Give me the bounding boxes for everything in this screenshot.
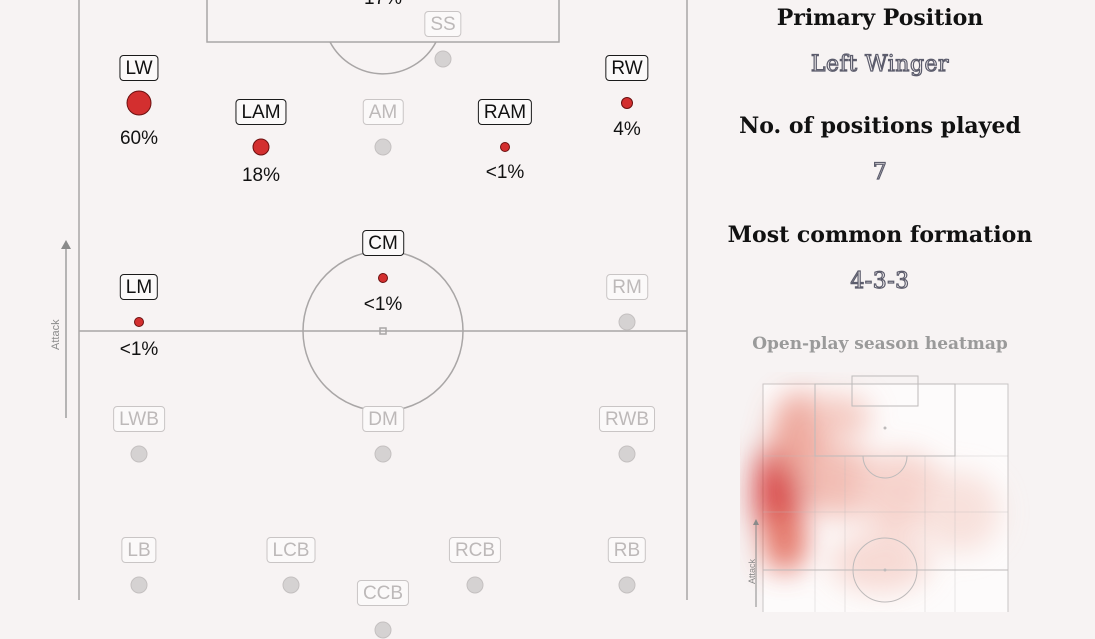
position-dot-rw <box>621 97 633 109</box>
position-label-rb: RB <box>607 537 647 563</box>
position-dot-lwb <box>130 445 148 463</box>
position-label-ss: SS <box>424 11 462 37</box>
position-pct-lw: 60% <box>119 128 159 149</box>
top-cut-pct: 17% <box>364 0 402 10</box>
position-label-lwb: LWB <box>113 406 165 432</box>
position-dot-lam <box>252 138 270 156</box>
position-pct-lm: <1% <box>119 339 159 360</box>
position-dot-rb <box>618 576 636 594</box>
position-label-rm: RM <box>606 274 648 300</box>
position-label-ram: RAM <box>477 99 533 125</box>
penalty-arc <box>329 41 437 75</box>
position-pitch <box>61 0 688 600</box>
position-label-lb: LB <box>121 537 157 563</box>
position-label-dm: DM <box>362 406 404 432</box>
position-label-am: AM <box>362 99 404 125</box>
position-label-lm: LM <box>119 274 159 300</box>
position-dot-ss <box>434 50 452 68</box>
position-dot-lb <box>130 576 148 594</box>
formation-value: 4-3-3 <box>850 268 910 294</box>
position-label-lcb: LCB <box>266 537 316 563</box>
position-pct-rw: 4% <box>613 119 641 140</box>
position-dot-lcb <box>282 576 300 594</box>
position-dot-rm <box>618 313 636 331</box>
formation-title: Most common formation <box>727 222 1033 248</box>
heatmap-title: Open-play season heatmap <box>752 334 1008 354</box>
position-label-lam: LAM <box>235 99 287 125</box>
position-label-cm: CM <box>362 230 404 256</box>
position-dot-cm <box>378 273 388 283</box>
position-pct-lam: 18% <box>241 165 281 186</box>
position-label-rwb: RWB <box>599 406 655 432</box>
primary-position-value: Left Winger <box>810 51 950 77</box>
positions-played-value: 7 <box>872 159 888 185</box>
position-pct-cm: <1% <box>363 294 403 315</box>
position-dot-rcb <box>466 576 484 594</box>
position-dot-ram <box>500 142 510 152</box>
position-label-lw: LW <box>119 55 159 81</box>
position-dot-lw <box>126 90 152 116</box>
attack-label: Attack <box>50 319 62 350</box>
positions-played-title: No. of positions played <box>739 113 1021 139</box>
heat-blobs <box>754 392 1000 592</box>
position-label-ccb: CCB <box>356 580 410 606</box>
position-dot-rwb <box>618 445 636 463</box>
position-dot-ccb <box>374 621 392 639</box>
position-label-rcb: RCB <box>448 537 502 563</box>
position-dot-dm <box>374 445 392 463</box>
season-heatmap: Attack <box>747 375 1009 612</box>
center-spot <box>379 327 387 335</box>
position-dot-lm <box>134 317 144 327</box>
penalty-box <box>206 0 560 43</box>
attack-arrow <box>61 240 71 418</box>
heatmap-attack-label: Attack <box>747 558 757 584</box>
position-dot-am <box>374 138 392 156</box>
position-pct-ram: <1% <box>485 162 525 183</box>
primary-position-title: Primary Position <box>776 5 984 31</box>
position-label-rw: RW <box>605 55 649 81</box>
